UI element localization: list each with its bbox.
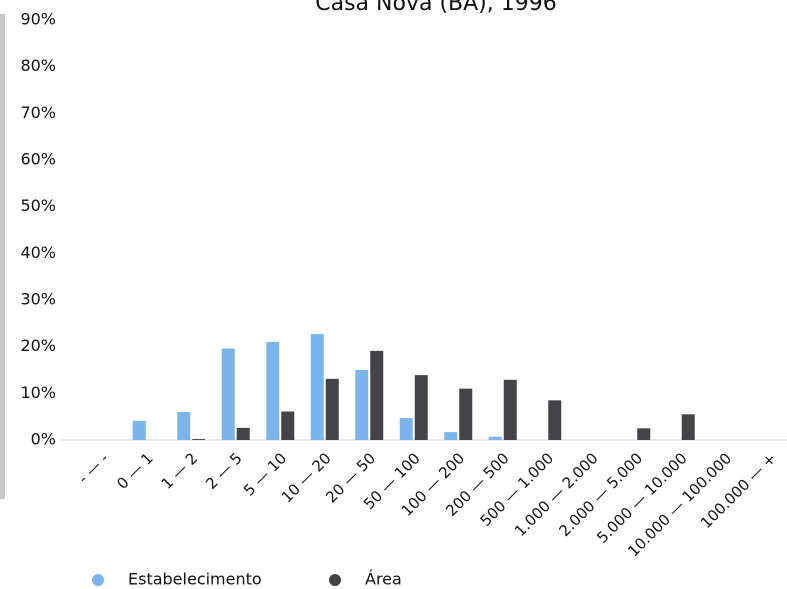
legend-label: Estabelecimento xyxy=(128,570,262,589)
y-tick-label: 30% xyxy=(20,290,56,309)
x-tick-label: 0 — 1 xyxy=(113,449,157,493)
bar xyxy=(370,350,384,440)
bar xyxy=(325,378,339,440)
y-tick-label: 60% xyxy=(20,150,56,169)
chart-title: Casa Nova (BA), 1996 xyxy=(315,0,556,16)
y-tick-label: 10% xyxy=(20,383,56,402)
bar xyxy=(681,414,695,440)
y-tick-label: 70% xyxy=(20,103,56,122)
bar xyxy=(221,348,235,440)
x-tick-label: - — - xyxy=(75,449,113,487)
bar xyxy=(444,432,458,440)
y-tick-label: 80% xyxy=(20,56,56,75)
bar xyxy=(548,400,562,440)
bar xyxy=(399,418,413,440)
y-tick-label: 0% xyxy=(31,430,56,449)
bar xyxy=(414,375,428,440)
bar xyxy=(459,388,473,440)
bar xyxy=(236,427,250,440)
legend-label: Área xyxy=(365,570,402,589)
bar xyxy=(503,379,517,440)
bar xyxy=(192,439,206,440)
bar xyxy=(266,342,280,440)
x-tick-label: 1 — 2 xyxy=(158,449,202,493)
y-tick-label: 90% xyxy=(20,10,56,29)
y-tick-label: 50% xyxy=(20,196,56,215)
bar xyxy=(637,428,651,440)
y-tick-label: 20% xyxy=(20,336,56,355)
bar xyxy=(177,412,191,440)
bar xyxy=(355,370,369,440)
y-tick-label: 40% xyxy=(20,243,56,262)
bar xyxy=(132,420,146,440)
bar xyxy=(281,411,295,440)
legend-marker xyxy=(329,574,341,586)
legend-marker xyxy=(92,574,104,586)
scrollbar xyxy=(0,14,5,499)
bar xyxy=(310,334,324,440)
bar xyxy=(488,436,502,440)
